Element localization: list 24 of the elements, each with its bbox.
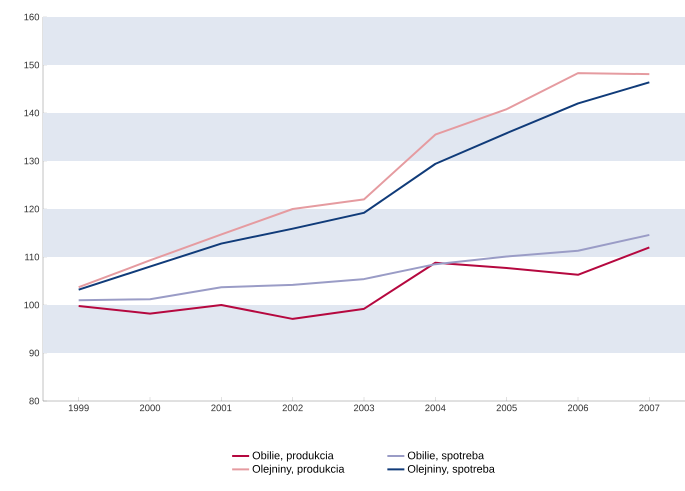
y-tick-label: 90 xyxy=(29,350,40,356)
x-tick-label: 2003 xyxy=(354,404,374,412)
x-tick-label: 2000 xyxy=(140,404,160,412)
x-tick-label: 2004 xyxy=(425,404,446,412)
x-tick-label: 2007 xyxy=(639,404,660,412)
y-tick-label: 140 xyxy=(24,110,40,116)
legend-label: Olejniny, spotreba xyxy=(408,464,495,475)
x-tick-label: 2001 xyxy=(211,404,232,412)
legend-label: Olejniny, produkcia xyxy=(252,464,344,475)
legend-label: Obilie, spotreba xyxy=(408,451,484,462)
y-tick-label: 110 xyxy=(25,254,40,260)
legend-label: Obilie, produkcia xyxy=(252,451,334,462)
x-tick-label: 2002 xyxy=(282,404,303,412)
y-tick-label: 160 xyxy=(24,14,40,20)
x-tick-label: 2005 xyxy=(496,404,517,412)
y-tick-label: 120 xyxy=(24,206,40,212)
y-tick-label: 100 xyxy=(24,302,40,308)
y-tick-label: 80 xyxy=(29,398,40,404)
y-tick-label: 150 xyxy=(24,62,40,68)
x-tick-label: 1999 xyxy=(68,404,89,412)
line-series xyxy=(78,234,650,302)
y-tick-label: 130 xyxy=(24,158,40,164)
x-tick-label: 2006 xyxy=(568,404,588,412)
line-series xyxy=(78,246,650,320)
